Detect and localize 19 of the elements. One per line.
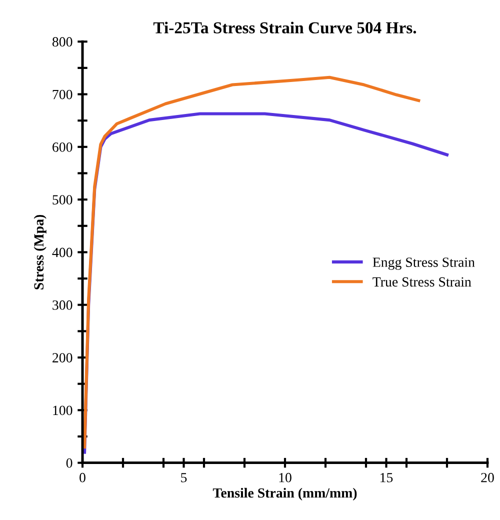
x-axis-title: Tensile Strain (mm/mm): [212, 488, 357, 500]
x-tick-label: 5: [181, 473, 187, 482]
y-tick-label: 0: [66, 458, 72, 468]
y-tick-label: 800: [52, 37, 72, 47]
x-tick-label: 20: [481, 472, 494, 482]
y-tick-label: 600: [52, 142, 72, 152]
y-tick-label: 400: [52, 248, 72, 258]
legend-label: Engg Stress Strain: [372, 258, 475, 270]
y-tick-label: 700: [52, 90, 72, 100]
y-tick-label: 100: [53, 406, 72, 416]
y-axis-title: Stress (Mpa): [34, 214, 46, 290]
y-tick-label: 300: [52, 300, 72, 310]
x-tick-label: 10: [279, 472, 292, 482]
x-tick-label: 0: [80, 472, 86, 482]
chart-title: Ti-25Ta Stress Strain Curve 504 Hrs.: [153, 22, 416, 34]
legend-label: True Stress Strain: [372, 277, 472, 287]
y-tick-label: 200: [52, 353, 72, 362]
x-tick-label: 15: [380, 472, 393, 482]
y-tick-label: 500: [52, 195, 72, 205]
